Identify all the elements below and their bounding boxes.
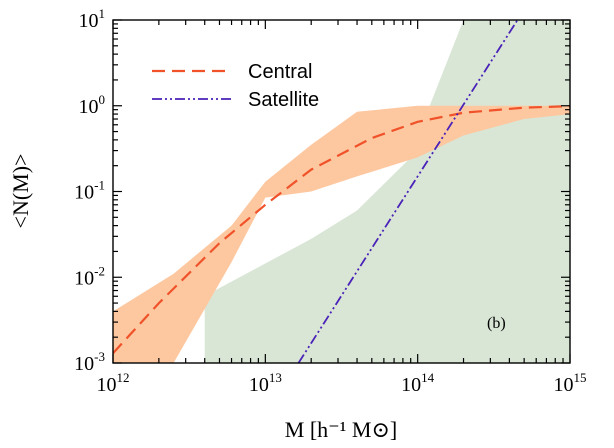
y-tick-label: 101 [79, 6, 106, 32]
panel-annotation: (b) [487, 315, 506, 332]
y-tick-label: 10-2 [74, 263, 105, 289]
line-satellite [297, 20, 519, 363]
y-tick-label: 100 [79, 92, 106, 118]
x-axis-label: M [h⁻¹ M⊙] [285, 417, 397, 442]
x-tick-label: 1013 [249, 370, 282, 396]
legend-label-central: Central [248, 61, 312, 83]
uncertainty-bands [113, 20, 570, 363]
legend-label-satellite: Satellite [248, 89, 319, 111]
x-tick-label: 1015 [554, 370, 587, 396]
line-central [113, 105, 570, 354]
x-tick-label: 1014 [401, 370, 435, 396]
series-lines [113, 20, 570, 363]
x-tick-label: 1012 [97, 370, 130, 396]
axis-ticks: 1012 1013 1014 1015 10-3 10-2 10-1 100 101 [74, 6, 586, 396]
band-central [113, 105, 570, 363]
y-tick-label: 10-1 [74, 178, 105, 204]
y-tick-label: 10-3 [74, 349, 105, 375]
y-axis-label: <N(M)> [8, 154, 33, 229]
legend: Central Satellite [152, 61, 319, 111]
band-satellite [204, 20, 570, 363]
